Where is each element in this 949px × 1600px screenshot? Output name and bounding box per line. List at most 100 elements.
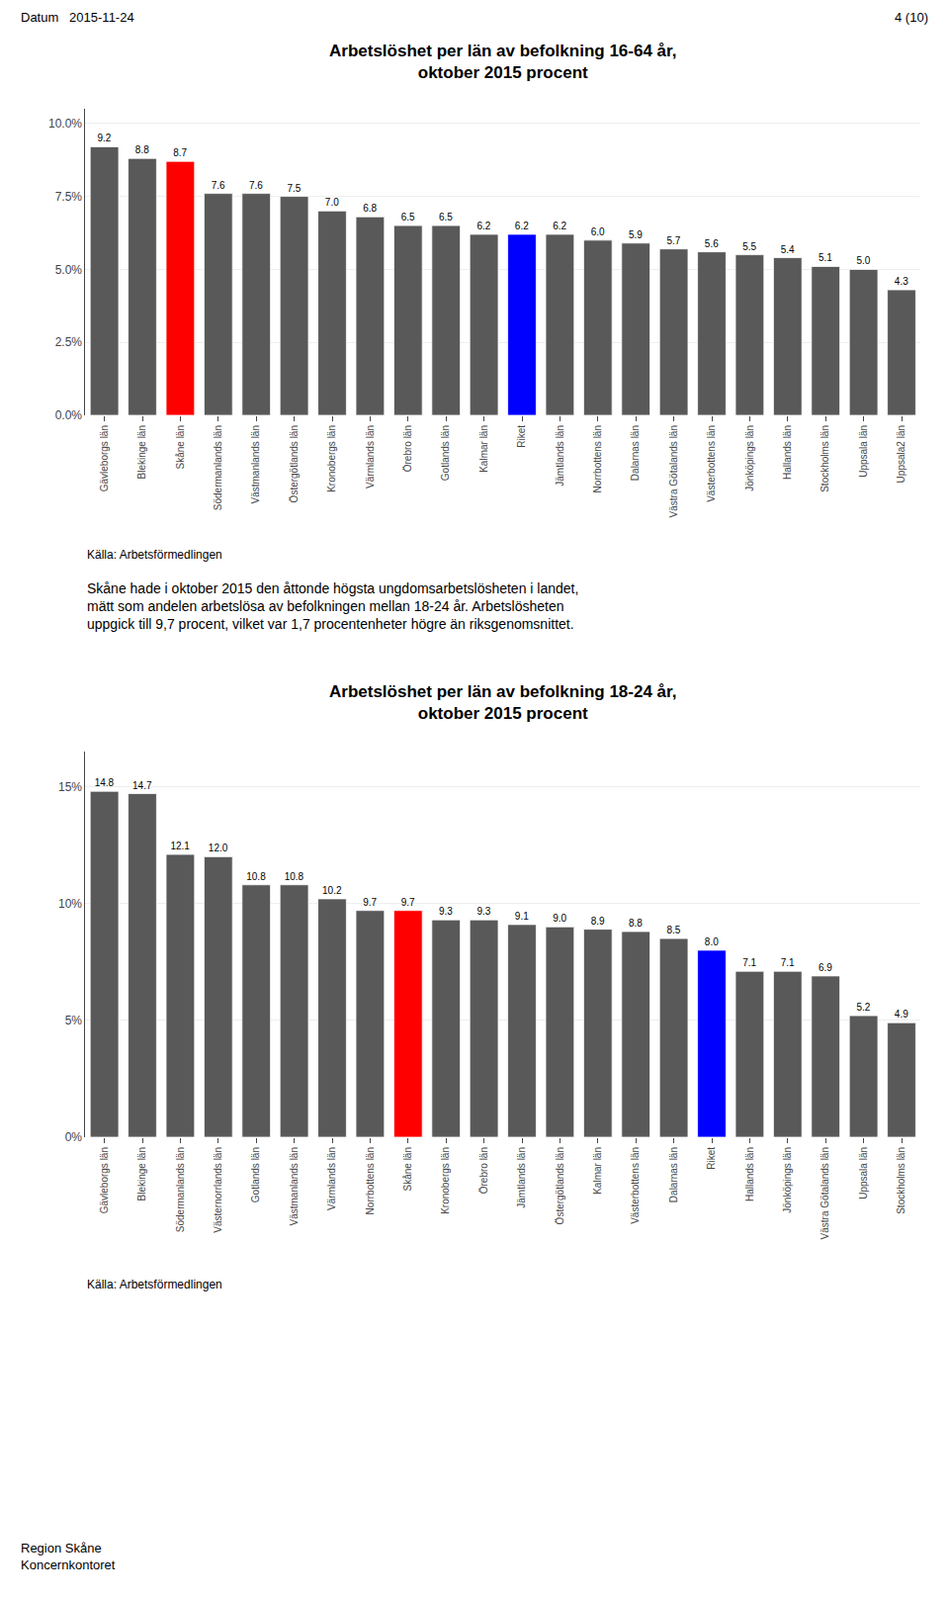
- svg-text:Uppsala län: Uppsala län: [858, 1146, 869, 1200]
- svg-text:6.8: 6.8: [362, 202, 377, 214]
- svg-text:Värmlands län: Värmlands län: [364, 425, 376, 489]
- svg-text:8.0: 8.0: [704, 936, 719, 948]
- svg-text:6.5: 6.5: [401, 211, 416, 223]
- svg-text:Västra Götalands län: Västra Götalands län: [668, 425, 680, 518]
- svg-text:12.0: 12.0: [208, 842, 229, 854]
- svg-text:5.1: 5.1: [818, 252, 833, 263]
- svg-text:9.3: 9.3: [476, 905, 491, 917]
- svg-text:7.1: 7.1: [742, 956, 757, 968]
- svg-text:Uppsala län: Uppsala län: [858, 425, 869, 478]
- svg-text:Södermanlands län: Södermanlands län: [212, 425, 224, 511]
- svg-text:Kalmar län: Kalmar län: [592, 1146, 604, 1195]
- svg-text:6.2: 6.2: [476, 220, 491, 232]
- svg-text:Skåne län: Skåne län: [402, 1146, 414, 1191]
- svg-text:Västra Götalands län: Västra Götalands län: [819, 1146, 831, 1239]
- svg-text:Region SkåneKoncernkontoret: Region SkåneKoncernkontoret: [20, 1540, 116, 1572]
- svg-text:Västmanlands län: Västmanlands län: [288, 1146, 300, 1226]
- svg-text:Västmanlands län: Västmanlands län: [250, 425, 261, 505]
- svg-text:Hallands län: Hallands län: [781, 425, 793, 480]
- svg-text:Örebro län: Örebro län: [478, 1146, 490, 1194]
- svg-text:10.2: 10.2: [322, 884, 343, 896]
- svg-text:10.0%: 10.0%: [48, 116, 83, 131]
- svg-text:5.0: 5.0: [856, 255, 870, 266]
- svg-text:5%: 5%: [65, 1013, 84, 1028]
- svg-text:Jämtlands län: Jämtlands län: [554, 425, 566, 487]
- svg-text:8.7: 8.7: [172, 147, 187, 159]
- svg-text:Norrbottens län: Norrbottens län: [364, 1146, 376, 1214]
- svg-text:Datum 2015-11-24: Datum 2015-11-24: [20, 9, 135, 25]
- svg-text:Riket: Riket: [705, 1146, 717, 1170]
- svg-text:8.5: 8.5: [666, 924, 681, 936]
- svg-text:5.6: 5.6: [704, 238, 719, 250]
- svg-text:Stockholms län: Stockholms län: [819, 425, 831, 493]
- svg-text:Dalarnas län: Dalarnas län: [668, 1146, 680, 1203]
- svg-text:Västerbottens län: Västerbottens län: [629, 1146, 641, 1224]
- svg-text:Uppsala2 län: Uppsala2 län: [895, 425, 907, 483]
- svg-text:5.2: 5.2: [856, 1001, 870, 1013]
- svg-text:Kronobergs län: Kronobergs län: [326, 425, 338, 493]
- svg-text:Värmlands län: Värmlands län: [326, 1146, 338, 1210]
- svg-text:Gotlands län: Gotlands län: [439, 425, 451, 481]
- svg-text:4.3: 4.3: [894, 275, 909, 287]
- svg-text:Riket: Riket: [516, 425, 527, 448]
- svg-text:Dalarnas län: Dalarnas län: [629, 425, 641, 481]
- svg-text:Gotlands län: Gotlands län: [250, 1146, 261, 1203]
- svg-text:Jönköpings län: Jönköpings län: [744, 425, 756, 492]
- svg-text:Kronobergs län: Kronobergs län: [439, 1146, 451, 1214]
- svg-text:0.0%: 0.0%: [55, 408, 84, 423]
- svg-text:10.8: 10.8: [246, 870, 266, 882]
- svg-text:8.9: 8.9: [591, 915, 605, 927]
- svg-text:4 (10): 4 (10): [894, 9, 929, 25]
- svg-text:8.8: 8.8: [135, 144, 150, 156]
- svg-text:4.9: 4.9: [894, 1008, 909, 1020]
- svg-text:0%: 0%: [65, 1129, 84, 1144]
- svg-text:Arbetslöshet per län av befolk: Arbetslöshet per län av befolkning 18-24…: [329, 682, 677, 723]
- svg-text:8.8: 8.8: [628, 917, 643, 929]
- svg-text:5.0%: 5.0%: [55, 262, 84, 277]
- svg-text:2.5%: 2.5%: [55, 335, 84, 349]
- svg-text:7.5: 7.5: [286, 182, 301, 194]
- svg-text:Gävleborgs län: Gävleborgs län: [98, 425, 110, 492]
- svg-text:Norrbottens län: Norrbottens län: [592, 425, 604, 493]
- svg-text:Hallands län: Hallands län: [744, 1146, 756, 1202]
- svg-text:5.4: 5.4: [780, 244, 795, 256]
- svg-text:7.0: 7.0: [325, 196, 340, 208]
- svg-text:10%: 10%: [58, 896, 83, 911]
- svg-text:9.7: 9.7: [401, 896, 416, 908]
- svg-text:Blekinge län: Blekinge län: [136, 425, 148, 479]
- svg-text:Jämtlands län: Jämtlands län: [516, 1146, 527, 1208]
- svg-text:9.0: 9.0: [552, 912, 567, 924]
- svg-text:Kalmar län: Kalmar län: [478, 425, 490, 473]
- svg-text:Örebro län: Örebro län: [402, 425, 414, 472]
- svg-text:6.2: 6.2: [552, 220, 567, 232]
- svg-text:6.9: 6.9: [818, 961, 833, 973]
- svg-text:Källa: Arbetsförmedlingen: Källa: Arbetsförmedlingen: [86, 1277, 223, 1292]
- svg-text:Arbetslöshet per län av befolk: Arbetslöshet per län av befolkning 16-64…: [329, 41, 677, 83]
- svg-text:Östergötlands län: Östergötlands län: [554, 1146, 566, 1224]
- svg-text:Skåne län: Skåne län: [174, 425, 186, 469]
- svg-text:9.2: 9.2: [96, 132, 111, 144]
- svg-text:Västerbottens län: Västerbottens län: [705, 425, 717, 503]
- svg-text:Gävleborgs län: Gävleborgs län: [98, 1146, 110, 1213]
- svg-text:14.8: 14.8: [94, 776, 115, 788]
- svg-text:7.1: 7.1: [780, 956, 795, 968]
- svg-text:Jönköpings län: Jönköpings län: [781, 1146, 793, 1213]
- svg-text:Skåne hade i oktober 2015 den: Skåne hade i oktober 2015 den åttonde hö…: [86, 580, 579, 632]
- svg-text:Källa: Arbetsförmedlingen: Källa: Arbetsförmedlingen: [86, 547, 223, 562]
- svg-text:Stockholms län: Stockholms län: [895, 1146, 907, 1214]
- svg-text:7.6: 7.6: [249, 179, 263, 191]
- svg-text:9.3: 9.3: [438, 905, 453, 917]
- svg-text:6.0: 6.0: [591, 226, 605, 238]
- svg-text:7.5%: 7.5%: [55, 189, 84, 204]
- svg-text:6.2: 6.2: [515, 220, 529, 232]
- svg-text:12.1: 12.1: [170, 840, 190, 852]
- svg-text:7.6: 7.6: [211, 179, 226, 191]
- svg-text:Västernorrlands län: Västernorrlands län: [212, 1146, 224, 1233]
- svg-text:10.8: 10.8: [284, 870, 305, 882]
- svg-text:9.1: 9.1: [515, 910, 529, 922]
- svg-text:5.7: 5.7: [666, 235, 681, 247]
- svg-text:6.5: 6.5: [438, 211, 453, 223]
- svg-text:5.9: 5.9: [628, 229, 643, 241]
- svg-text:15%: 15%: [58, 779, 83, 794]
- svg-text:14.7: 14.7: [132, 779, 153, 791]
